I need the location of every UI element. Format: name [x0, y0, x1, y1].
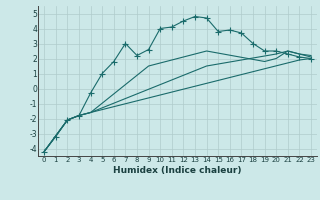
X-axis label: Humidex (Indice chaleur): Humidex (Indice chaleur): [113, 166, 242, 175]
